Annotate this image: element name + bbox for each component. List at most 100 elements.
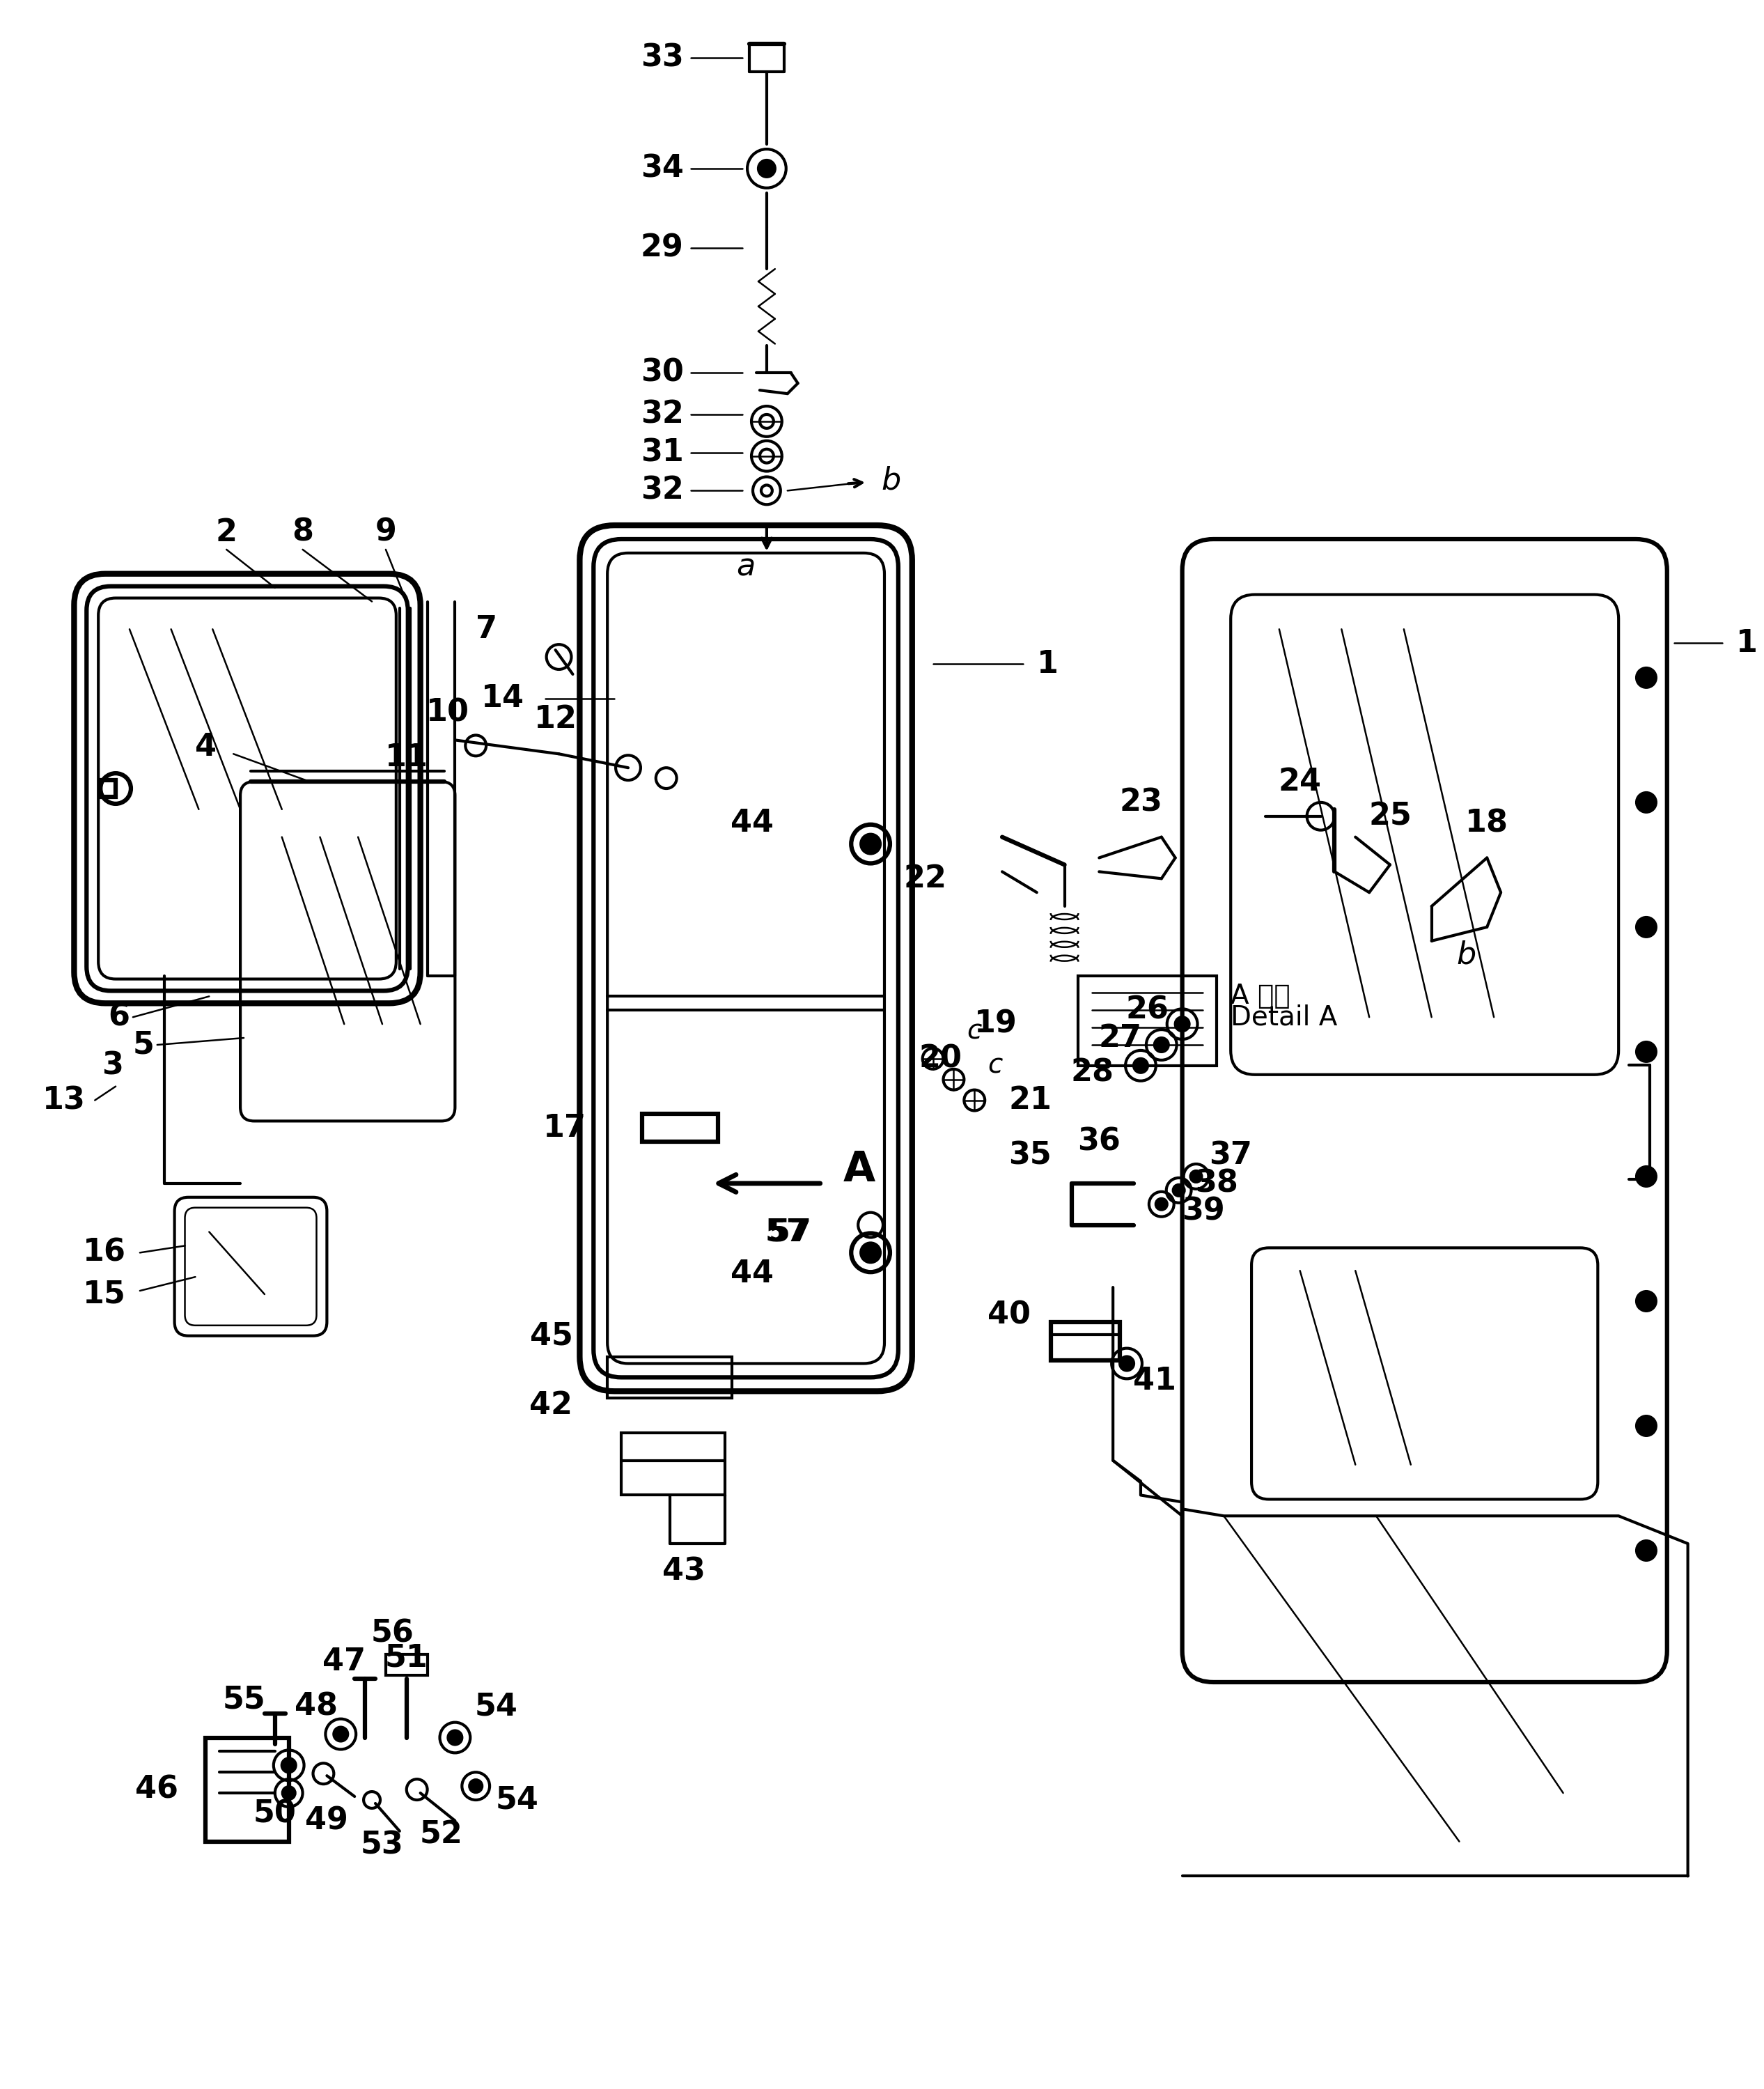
Text: 54: 54 <box>496 1784 538 1815</box>
Circle shape <box>333 1728 348 1740</box>
Text: 23: 23 <box>1118 788 1162 817</box>
Text: 40: 40 <box>988 1299 1030 1331</box>
Bar <box>607 1356 732 1398</box>
Circle shape <box>861 834 880 854</box>
Text: 28: 28 <box>1071 1057 1113 1088</box>
Bar <box>101 779 116 796</box>
Bar <box>1051 1322 1120 1360</box>
Text: 12: 12 <box>534 704 577 733</box>
Text: 32: 32 <box>640 476 684 506</box>
Circle shape <box>1154 1038 1168 1051</box>
Text: A 詳細: A 詳細 <box>1231 984 1291 1009</box>
Text: 39: 39 <box>1182 1197 1224 1226</box>
Text: 57: 57 <box>766 1218 808 1247</box>
Circle shape <box>1173 1184 1184 1195</box>
Text: 54: 54 <box>475 1692 519 1721</box>
Text: 45: 45 <box>529 1320 573 1352</box>
Text: 32: 32 <box>640 399 684 430</box>
Text: 52: 52 <box>420 1820 462 1849</box>
Text: 13: 13 <box>42 1086 85 1116</box>
Circle shape <box>1134 1059 1148 1072</box>
Text: 18: 18 <box>1466 808 1508 838</box>
Text: b: b <box>1457 940 1476 969</box>
Bar <box>1078 976 1217 1065</box>
Text: 37: 37 <box>1208 1141 1252 1170</box>
Text: 25: 25 <box>1369 802 1411 831</box>
Text: 43: 43 <box>662 1556 706 1586</box>
Text: A: A <box>843 1149 875 1191</box>
Text: 48: 48 <box>295 1692 339 1721</box>
Text: 4: 4 <box>194 731 217 762</box>
Bar <box>621 1433 725 1496</box>
Circle shape <box>448 1730 462 1744</box>
Text: 49: 49 <box>305 1805 349 1836</box>
Circle shape <box>1637 1542 1656 1560</box>
Text: 44: 44 <box>730 1258 774 1289</box>
Text: 44: 44 <box>730 808 774 838</box>
Text: 42: 42 <box>529 1389 573 1421</box>
Circle shape <box>282 1759 296 1771</box>
Text: 5: 5 <box>132 1030 153 1059</box>
Circle shape <box>1637 1168 1656 1187</box>
Text: c: c <box>967 1017 983 1044</box>
Text: 11: 11 <box>385 742 429 773</box>
Bar <box>642 1113 718 1143</box>
Text: 14: 14 <box>482 683 524 714</box>
Circle shape <box>282 1786 295 1799</box>
Text: 2: 2 <box>215 518 238 547</box>
Text: 1: 1 <box>1037 650 1058 679</box>
Circle shape <box>861 1243 880 1262</box>
Circle shape <box>1120 1356 1134 1370</box>
Text: 33: 33 <box>640 42 684 73</box>
Circle shape <box>1191 1172 1201 1182</box>
Text: Detail A: Detail A <box>1231 1005 1337 1030</box>
Text: 34: 34 <box>640 155 684 184</box>
Text: 6: 6 <box>108 1003 131 1032</box>
Text: 3: 3 <box>102 1051 123 1080</box>
Circle shape <box>759 161 774 178</box>
Circle shape <box>1155 1199 1168 1210</box>
Text: c: c <box>988 1053 1002 1078</box>
Text: 30: 30 <box>640 357 684 389</box>
Text: 27: 27 <box>1099 1024 1141 1053</box>
Text: 24: 24 <box>1279 767 1321 796</box>
Circle shape <box>1175 1017 1189 1032</box>
Circle shape <box>469 1780 482 1792</box>
Circle shape <box>1637 1042 1656 1061</box>
Text: 1: 1 <box>1736 629 1759 658</box>
Text: 7: 7 <box>475 614 497 643</box>
Bar <box>206 1738 289 1842</box>
Text: 57: 57 <box>769 1218 811 1247</box>
Text: 55: 55 <box>222 1684 265 1715</box>
Text: 26: 26 <box>1125 994 1170 1026</box>
Text: 38: 38 <box>1196 1168 1238 1199</box>
Text: 15: 15 <box>83 1278 125 1310</box>
Text: 10: 10 <box>427 698 469 727</box>
Text: 51: 51 <box>385 1642 429 1673</box>
Text: 46: 46 <box>134 1774 178 1805</box>
Text: 35: 35 <box>1009 1141 1051 1170</box>
Text: 8: 8 <box>291 518 314 547</box>
Text: 22: 22 <box>903 863 947 894</box>
Circle shape <box>1637 668 1656 687</box>
Text: 16: 16 <box>83 1237 125 1268</box>
Text: 20: 20 <box>919 1044 961 1074</box>
Circle shape <box>1637 792 1656 813</box>
Text: 29: 29 <box>640 234 684 263</box>
Text: b: b <box>880 466 901 495</box>
Text: a: a <box>736 551 755 583</box>
Circle shape <box>1637 1416 1656 1435</box>
Circle shape <box>1637 917 1656 936</box>
Text: 53: 53 <box>362 1830 404 1859</box>
Text: 17: 17 <box>543 1113 587 1143</box>
Text: 21: 21 <box>1009 1086 1053 1116</box>
Text: 50: 50 <box>254 1799 296 1828</box>
Text: 31: 31 <box>640 437 684 468</box>
Text: 36: 36 <box>1078 1126 1120 1157</box>
Text: 19: 19 <box>974 1009 1018 1038</box>
Bar <box>386 1654 427 1675</box>
Text: 9: 9 <box>376 518 397 547</box>
Text: 41: 41 <box>1132 1366 1177 1395</box>
Circle shape <box>1637 1291 1656 1312</box>
Text: 56: 56 <box>370 1619 415 1648</box>
